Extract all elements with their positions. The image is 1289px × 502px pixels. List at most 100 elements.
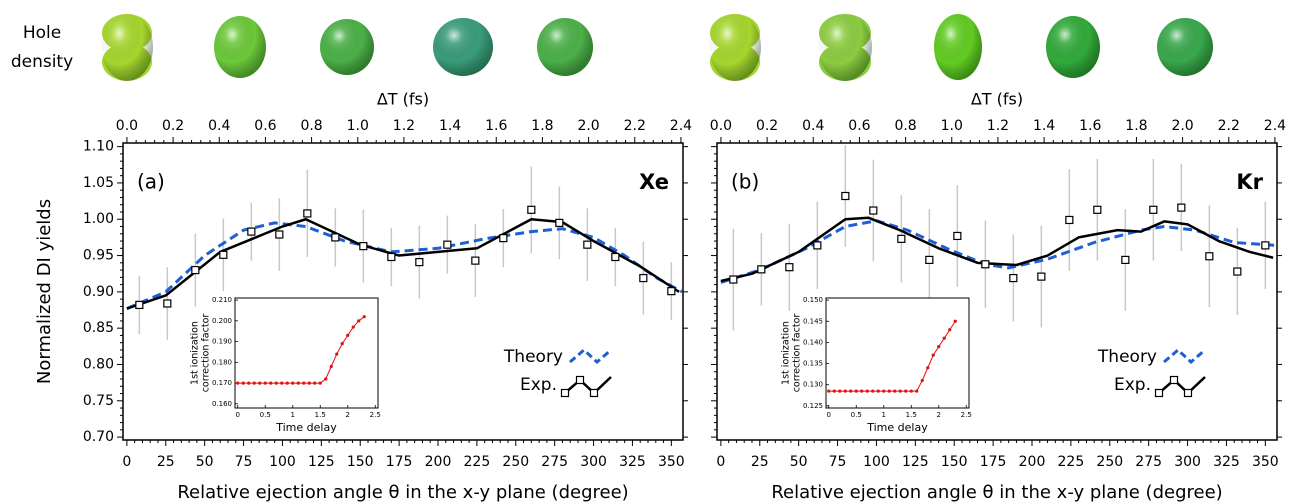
data-point bbox=[842, 193, 849, 200]
legend-swatch bbox=[565, 377, 611, 393]
inset-x-label: Time delay bbox=[866, 421, 928, 434]
data-point bbox=[276, 231, 283, 238]
inset-point bbox=[308, 381, 311, 384]
y-tick-label: 0.90 bbox=[83, 284, 114, 300]
inset-y-tick-label: 0.140 bbox=[803, 338, 823, 346]
x-tick-label: 250 bbox=[1096, 454, 1123, 470]
data-point bbox=[248, 228, 255, 235]
inset-x-tick-label: 0 bbox=[236, 411, 240, 419]
inset-x-tick-label: 1 bbox=[882, 411, 886, 419]
inset-point bbox=[833, 389, 836, 392]
x2-tick-label: 2.0 bbox=[1171, 118, 1193, 134]
data-point bbox=[898, 235, 905, 242]
inset-point bbox=[313, 381, 316, 384]
x-tick-label: 350 bbox=[1252, 454, 1279, 470]
x2-tick-label: 0.4 bbox=[208, 118, 230, 134]
x-tick-label: 300 bbox=[580, 454, 607, 470]
inset-point bbox=[899, 389, 902, 392]
inset-point bbox=[269, 381, 272, 384]
blob bbox=[934, 14, 982, 80]
blob bbox=[818, 13, 872, 81]
hole-density-label: Hole bbox=[23, 23, 61, 43]
legend-swatch bbox=[1159, 377, 1205, 393]
data-point bbox=[954, 232, 961, 239]
data-point bbox=[926, 256, 933, 263]
inset-point bbox=[319, 381, 322, 384]
x-tick-label: 275 bbox=[541, 454, 568, 470]
inset-x-tick-label: 1 bbox=[291, 411, 295, 419]
legend-swatch bbox=[570, 350, 611, 362]
x2-tick-label: 1.0 bbox=[941, 118, 963, 134]
inset-point bbox=[330, 365, 333, 368]
x2-tick-label: 2.0 bbox=[577, 118, 599, 134]
data-point bbox=[1066, 216, 1073, 223]
legend-marker bbox=[577, 377, 584, 384]
inset-y-tick-label: 0.190 bbox=[212, 338, 232, 346]
x-tick-label: 50 bbox=[196, 454, 214, 470]
inset-x-tick-label: 2.5 bbox=[961, 411, 972, 419]
y-tick-label: 0.75 bbox=[83, 393, 114, 409]
element-label: Xe bbox=[639, 170, 669, 194]
x-tick-label: 100 bbox=[269, 454, 296, 470]
x2-tick-label: 0.8 bbox=[894, 118, 916, 134]
x-tick-label: 75 bbox=[235, 454, 253, 470]
data-point bbox=[472, 257, 479, 264]
inset-point bbox=[264, 381, 267, 384]
x-tick-label: 325 bbox=[1213, 454, 1240, 470]
data-point bbox=[982, 261, 989, 268]
series-line bbox=[721, 218, 1273, 281]
x-tick-label: 300 bbox=[1174, 454, 1201, 470]
inset-y-tick-label: 0.150 bbox=[803, 296, 823, 304]
inset-x-tick-label: 1.5 bbox=[315, 411, 326, 419]
inset-point bbox=[335, 352, 338, 355]
data-point bbox=[1234, 268, 1241, 275]
inset-point bbox=[280, 381, 283, 384]
inset-x-tick-label: 0 bbox=[827, 411, 831, 419]
inset-y-tick-label: 0.170 bbox=[212, 379, 232, 387]
x2-tick-label: 0.0 bbox=[710, 118, 732, 134]
inset-point bbox=[866, 389, 869, 392]
data-point bbox=[1150, 206, 1157, 213]
inset-point bbox=[855, 389, 858, 392]
inset-point bbox=[324, 377, 327, 380]
legend-label: Theory bbox=[1097, 347, 1157, 367]
element-label: Kr bbox=[1236, 170, 1263, 194]
data-point bbox=[640, 275, 647, 282]
data-point bbox=[388, 254, 395, 261]
inset-y-label: 1st ionization bbox=[781, 321, 792, 385]
inset-y-tick-label: 0.130 bbox=[803, 381, 823, 389]
inset-y-tick-label: 0.160 bbox=[212, 400, 232, 408]
inset-point bbox=[297, 381, 300, 384]
x2-tick-label: 1.4 bbox=[439, 118, 461, 134]
data-point bbox=[1094, 206, 1101, 213]
x2-tick-label: 1.6 bbox=[485, 118, 507, 134]
x2-tick-label: 0.6 bbox=[848, 118, 870, 134]
inset-y-label: 1st ionization bbox=[190, 321, 201, 385]
x-axis-label: Relative ejection angle θ in the x-y pla… bbox=[177, 482, 628, 502]
x2-axis-label: ΔT (fs) bbox=[377, 90, 429, 109]
x2-tick-label: 2.4 bbox=[670, 118, 692, 134]
x2-tick-label: 1.0 bbox=[347, 118, 369, 134]
data-point bbox=[164, 300, 171, 307]
data-point bbox=[136, 301, 143, 308]
inset-point bbox=[904, 389, 907, 392]
y-tick-label: 1.05 bbox=[83, 175, 114, 191]
data-point bbox=[584, 241, 591, 248]
data-point bbox=[786, 264, 793, 271]
data-point bbox=[192, 267, 199, 274]
data-point bbox=[416, 259, 423, 266]
data-point bbox=[1178, 204, 1185, 211]
inset-point bbox=[888, 389, 891, 392]
x-tick-label: 0 bbox=[122, 454, 131, 470]
x2-tick-label: 0.8 bbox=[300, 118, 322, 134]
inset-point bbox=[352, 325, 355, 328]
blob bbox=[709, 13, 761, 81]
legend-marker bbox=[1156, 390, 1163, 397]
x-tick-label: 150 bbox=[347, 454, 374, 470]
data-point bbox=[304, 210, 311, 217]
x2-tick-label: 0.2 bbox=[162, 118, 184, 134]
x2-tick-label: 0.0 bbox=[116, 118, 138, 134]
figure: Hole density 025507510012515017520022525… bbox=[0, 0, 1289, 502]
inset-y-label: correction factor bbox=[201, 314, 212, 393]
x2-tick-label: 1.2 bbox=[987, 118, 1009, 134]
